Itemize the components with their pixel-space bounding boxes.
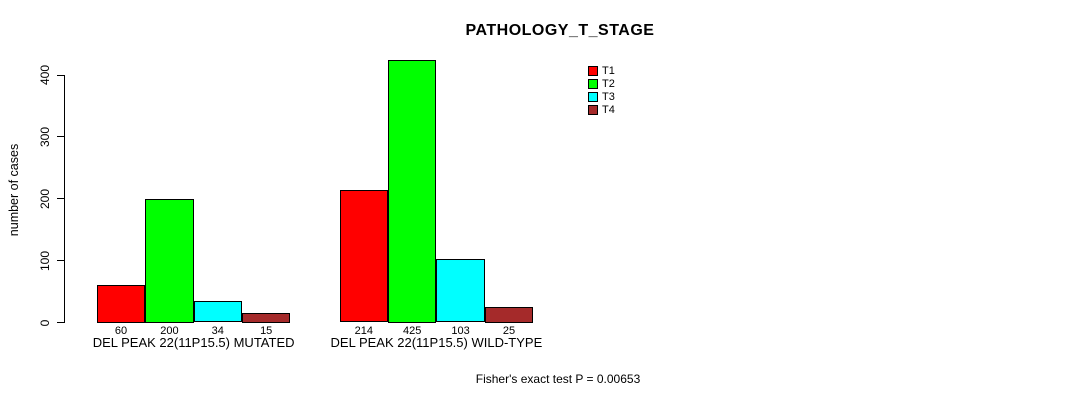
bar-value-label: 25 bbox=[502, 325, 516, 337]
legend-label-t1: T1 bbox=[602, 65, 615, 77]
y-axis-tick-label: 300 bbox=[38, 126, 52, 147]
bar-value-label: 200 bbox=[160, 325, 179, 337]
fisher-test-annotation: Fisher's exact test P = 0.00653 bbox=[475, 372, 641, 386]
group-label: DEL PEAK 22(11P15.5) MUTATED bbox=[92, 335, 295, 350]
y-axis-tick-label: 400 bbox=[38, 64, 52, 86]
y-axis-tick bbox=[57, 260, 64, 262]
y-axis-tick-label: 100 bbox=[38, 250, 52, 271]
bar-t4-group2 bbox=[484, 307, 534, 323]
y-axis-tick bbox=[57, 322, 64, 323]
bar-t1-group1 bbox=[96, 285, 146, 323]
y-axis-tick bbox=[57, 136, 64, 138]
legend-label-t3: T3 bbox=[602, 91, 615, 103]
bar-value-label: 214 bbox=[354, 325, 373, 337]
legend-swatch-t2 bbox=[588, 79, 598, 89]
bar-value-label: 34 bbox=[211, 325, 224, 337]
bar-t3-group1 bbox=[193, 301, 242, 323]
legend-label-t2: T2 bbox=[602, 78, 615, 90]
legend-swatch-t1 bbox=[588, 66, 598, 76]
y-axis-tick-label: 0 bbox=[38, 319, 52, 326]
chart-title: PATHOLOGY_T_STAGE bbox=[465, 22, 655, 39]
legend-swatch-t3 bbox=[588, 92, 598, 102]
bar-t2-group2 bbox=[388, 59, 437, 323]
y-axis-tick bbox=[57, 74, 64, 76]
group-label: DEL PEAK 22(11P15.5) WILD-TYPE bbox=[330, 335, 543, 350]
y-axis-tick-label: 200 bbox=[38, 188, 52, 209]
bar-t3-group2 bbox=[436, 258, 485, 323]
y-axis-label: number of cases bbox=[7, 143, 21, 237]
y-axis-line bbox=[64, 75, 65, 323]
bar-t4-group1 bbox=[242, 313, 291, 323]
bar-value-label: 425 bbox=[403, 325, 422, 337]
bar-value-label: 15 bbox=[260, 325, 273, 337]
bar-value-label: 60 bbox=[114, 325, 128, 337]
bar-t1-group2 bbox=[339, 190, 388, 323]
y-axis-tick bbox=[57, 198, 64, 200]
legend-swatch-t4 bbox=[588, 105, 598, 115]
bar-value-label: 103 bbox=[451, 325, 470, 337]
bar-t2-group1 bbox=[145, 198, 194, 323]
legend-label-t4: T4 bbox=[602, 104, 615, 116]
